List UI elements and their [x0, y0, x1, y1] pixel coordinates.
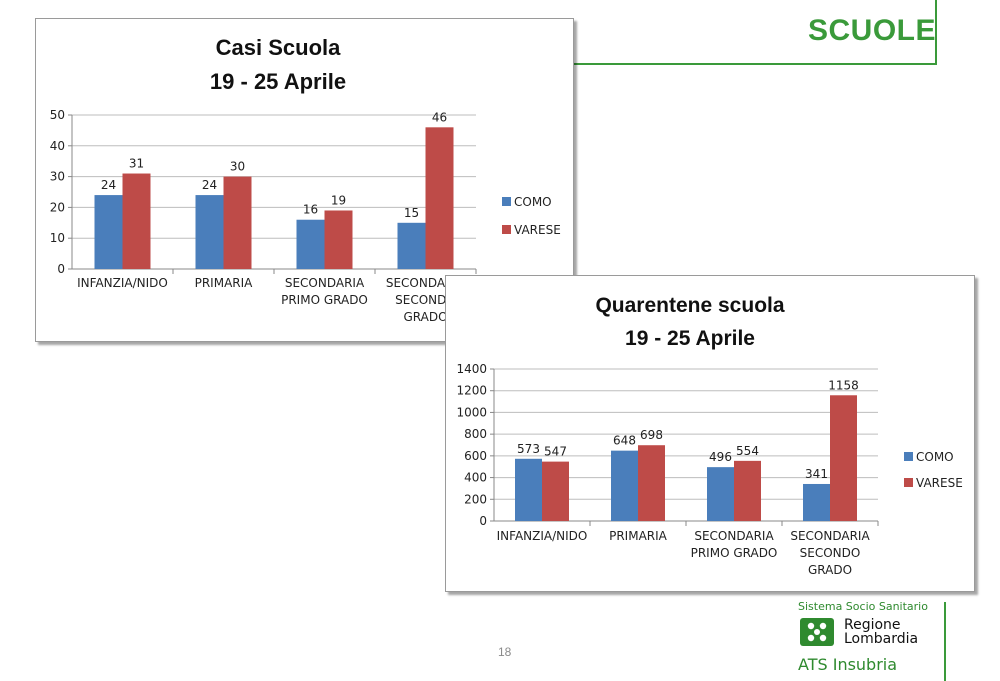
regione-lombardia-logo: Sistema Socio Sanitario Regione Lombardi… [792, 598, 952, 678]
category-label: PRIMARIA [195, 276, 254, 290]
legend-swatch [502, 197, 511, 206]
data-label: 573 [517, 442, 540, 456]
category-label: PRIMO GRADO [281, 293, 368, 307]
category-label: SECONDO [800, 546, 861, 560]
data-label: 547 [544, 445, 567, 459]
data-label: 648 [613, 434, 636, 448]
chart-title-line: 19 - 25 Aprile [210, 69, 346, 94]
bar [830, 395, 857, 521]
legend-label: COMO [514, 195, 552, 209]
bar [324, 210, 353, 269]
heading-side-rule [935, 0, 937, 65]
heading-underline [572, 63, 937, 65]
logo-system-label: Sistema Socio Sanitario [798, 600, 928, 613]
chart-casi-scuola-svg: Casi Scuola 19 - 25 Aprile 0 10 20 30 40 50 24 31… [50, 35, 561, 324]
logo-ats-name: ATS Insubria [798, 655, 898, 674]
data-label: 1158 [828, 378, 859, 392]
data-label: 19 [331, 193, 346, 207]
category-label: INFANZIA/NIDO [77, 276, 168, 290]
data-label: 24 [101, 178, 116, 192]
data-label: 16 [303, 203, 318, 217]
y-tick-label: 10 [50, 231, 65, 245]
chart-quarentene-scuola-svg: Quarentene scuola 19 - 25 Aprile 0 200 400 60… [456, 294, 963, 577]
y-tick-label: 0 [479, 514, 487, 528]
data-label: 554 [736, 444, 759, 458]
bar [94, 195, 123, 269]
y-tick-label: 1400 [456, 362, 487, 376]
y-tick-label: 400 [464, 471, 487, 485]
category-label: GRADO [403, 310, 447, 324]
logo-region-line-2: Lombardia [844, 631, 919, 647]
bar [515, 458, 542, 521]
y-tick-label: 800 [464, 427, 487, 441]
legend-label: COMO [916, 450, 954, 464]
y-tick-label: 200 [464, 492, 487, 506]
y-tick-label: 0 [57, 262, 65, 276]
logo-side-rule [944, 602, 946, 681]
category-label: PRIMO GRADO [691, 546, 778, 560]
chart-quarentene-scuola: Quarentene scuola 19 - 25 Aprile 0 200 400 60… [445, 275, 975, 592]
data-label: 46 [432, 110, 447, 124]
y-tick-label: 50 [50, 108, 65, 122]
legend-label: VARESE [514, 223, 561, 237]
category-label: INFANZIA/NIDO [497, 529, 588, 543]
page-heading: SCUOLE [807, 14, 936, 47]
page-number: 18 [498, 645, 512, 659]
category-label: SECONDARIA [790, 529, 870, 543]
bar [734, 460, 761, 521]
category-label: PRIMARIA [609, 529, 668, 543]
y-tick-label: 1000 [456, 405, 487, 419]
category-label: SECONDARIA [694, 529, 774, 543]
data-label: 698 [640, 428, 663, 442]
bar [707, 467, 734, 521]
y-tick-label: 30 [50, 170, 65, 184]
data-label: 496 [709, 450, 732, 464]
bar [397, 222, 426, 269]
bar [122, 173, 151, 269]
legend-swatch [904, 452, 913, 461]
logo-region-name: Regione Lombardia [844, 618, 918, 646]
bar [542, 461, 569, 521]
data-label: 31 [129, 157, 144, 171]
chart-title-line: 19 - 25 Aprile [625, 327, 755, 350]
bar [223, 176, 252, 269]
category-label: SECONDARIA [285, 276, 365, 290]
legend-swatch [502, 225, 511, 234]
chart-title-line: Quarentene scuola [595, 294, 784, 317]
data-label: 30 [230, 160, 245, 174]
y-tick-label: 1200 [456, 384, 487, 398]
category-label: GRADO [808, 563, 852, 577]
bar [611, 450, 638, 521]
y-tick-label: 40 [50, 139, 65, 153]
bar [296, 219, 325, 269]
chart-casi-scuola: Casi Scuola 19 - 25 Aprile 0 10 20 30 40 50 24 31… [35, 18, 574, 342]
category-label: SECONDO [395, 293, 456, 307]
data-label: 24 [202, 178, 217, 192]
lombardy-rose-icon [800, 618, 834, 646]
bar [425, 127, 454, 269]
bar [195, 195, 224, 269]
legend-swatch [904, 478, 913, 487]
y-tick-label: 600 [464, 449, 487, 463]
bar [803, 483, 830, 521]
data-label: 341 [805, 467, 828, 481]
logo-region-line-1: Regione [844, 617, 901, 633]
data-label: 15 [404, 206, 419, 220]
chart-title-line: Casi Scuola [216, 35, 341, 60]
bar [638, 445, 665, 521]
y-tick-label: 20 [50, 200, 65, 214]
legend-label: VARESE [916, 476, 963, 490]
